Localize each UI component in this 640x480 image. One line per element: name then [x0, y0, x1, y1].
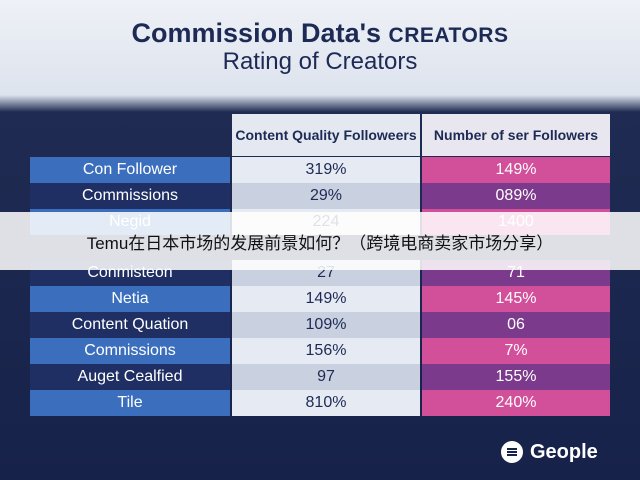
table-cell: 7% — [422, 338, 610, 364]
table-cell: 109% — [232, 312, 420, 338]
subtitle: Rating of Creators — [222, 48, 418, 75]
row-label: Comnissions — [30, 338, 230, 364]
row-label: Con Follower — [30, 157, 230, 183]
row-label: Content Quation — [30, 312, 230, 338]
table-cell: 29% — [232, 183, 420, 209]
title-caps: CREATORS — [388, 24, 509, 47]
table-cell: 149% — [422, 157, 610, 183]
table-cell: 145% — [422, 286, 610, 312]
table-cell: 149% — [232, 286, 420, 312]
row-label: Tile — [30, 390, 230, 416]
table-cell: 810% — [232, 390, 420, 416]
table-cell: 97 — [232, 364, 420, 390]
row-label: Commissions — [30, 183, 230, 209]
table-cell: 155% — [422, 364, 610, 390]
row-label: Netia — [30, 286, 230, 312]
title-main: Commission Data's — [131, 18, 382, 48]
logo: Geople — [500, 440, 598, 464]
logo-icon — [501, 441, 523, 463]
table-cell: 319% — [232, 157, 420, 183]
overlay-banner: Temu在日本市场的发展前景如何？（跨境电商卖家市场分享） — [0, 212, 640, 270]
logo-text: Geople — [530, 440, 598, 463]
table-cell: 240% — [422, 390, 610, 416]
row-label: Auget Cealfied — [30, 364, 230, 390]
title: Commission Data's CREATORS — [0, 18, 640, 49]
table-cell: 089% — [422, 183, 610, 209]
table-cell: 156% — [232, 338, 420, 364]
column-header: Content Quality Followeers — [232, 114, 420, 156]
table-cell: 06 — [422, 312, 610, 338]
column-header: Number of ser Followers — [422, 114, 610, 156]
